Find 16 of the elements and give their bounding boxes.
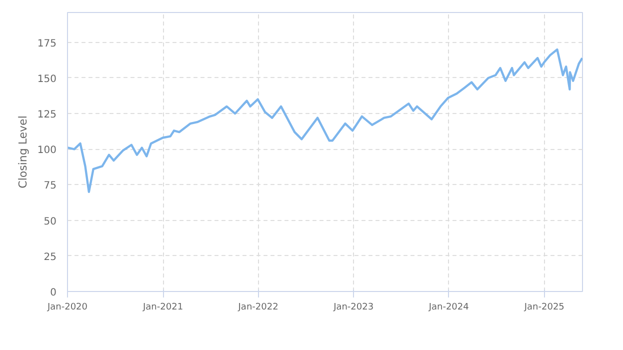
y-tick-label: 25 [44,252,57,263]
x-tick-label: Jan-2024 [428,302,470,312]
y-tick-label: 150 [37,74,57,85]
y-tick-label: 0 [50,288,57,298]
y-tick-label: 175 [37,38,57,50]
y-tick-label: 50 [44,216,57,228]
y-tick-label: 100 [37,145,57,156]
x-tick-label: Jan-2021 [142,302,184,312]
x-tick-label: Jan-2023 [332,302,374,312]
y-tick-label: 75 [44,180,57,192]
line-series [68,48,582,193]
x-tick-label: Jan-2020 [46,302,88,312]
y-tick-label: 125 [37,110,57,121]
x-tick-label: Jan-2022 [237,302,278,312]
y-axis-title: Closing Level [16,116,30,188]
x-tick-label: Jan-2025 [523,302,564,312]
